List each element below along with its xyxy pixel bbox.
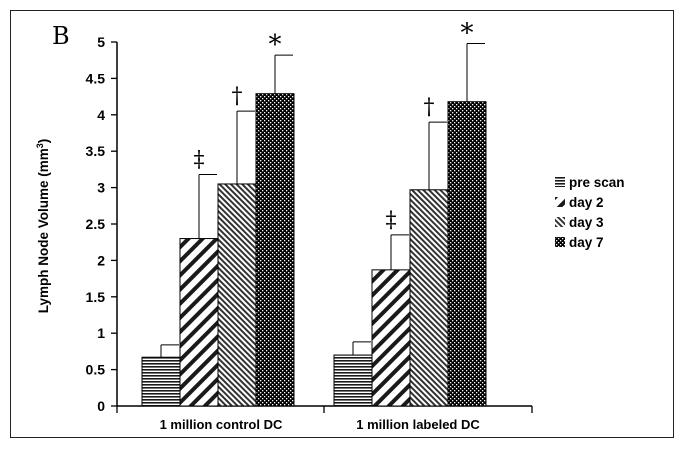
y-tick-label: 5	[97, 34, 105, 50]
legend-label: day 7	[569, 235, 604, 250]
significance-marker: *	[461, 18, 474, 48]
panel-label: B	[52, 22, 70, 50]
x-tick-label: 1 million control DC	[160, 417, 283, 432]
x-tick-label: 1 million labeled DC	[356, 417, 480, 432]
bar	[447, 101, 487, 407]
bar	[333, 354, 373, 407]
y-axis-title: Lymph Node Volume (mm3)	[35, 139, 51, 314]
significance-markers: ‡ ‡ † † * *	[194, 18, 474, 232]
legend-label: pre scan	[569, 175, 625, 190]
significance-marker: *	[269, 30, 282, 60]
y-tick-label: 2.5	[86, 216, 106, 232]
y-tick-label: 4	[97, 107, 105, 123]
y-tick-label: 1	[97, 325, 105, 341]
y-tick-label: 3.5	[86, 143, 106, 159]
legend: pre scan day 2 day 3 day 7	[555, 175, 625, 250]
legend-swatch	[555, 217, 565, 227]
y-tick-label: 1.5	[86, 289, 106, 305]
bars-group	[141, 42, 487, 407]
significance-marker: †	[232, 84, 243, 109]
y-tick-label: 4.5	[86, 70, 106, 86]
legend-swatch	[555, 237, 565, 247]
bar	[255, 93, 295, 407]
significance-marker: †	[424, 95, 435, 120]
y-tick-label: 3	[97, 180, 105, 196]
bar	[217, 183, 257, 407]
y-tick-label: 2	[97, 252, 105, 268]
legend-swatch	[555, 177, 565, 187]
legend-label: day 2	[569, 195, 604, 210]
bar	[409, 189, 449, 407]
bar	[141, 356, 181, 407]
bar	[371, 269, 411, 407]
axes: 0 0.5 1 1.5 2 2.5 3 3.5 4 4.5 5	[86, 34, 533, 414]
legend-label: day 3	[569, 215, 604, 230]
significance-marker: ‡	[194, 147, 205, 172]
significance-marker: ‡	[386, 208, 397, 233]
x-tick-labels: 1 million control DC 1 million labeled DC	[160, 417, 481, 432]
bar	[179, 238, 219, 407]
y-tick-label: 0	[97, 398, 105, 414]
legend-swatch	[555, 197, 565, 207]
y-tick-label: 0.5	[86, 362, 106, 378]
y-axis-label: Lymph Node Volume (mm3)	[35, 139, 51, 314]
